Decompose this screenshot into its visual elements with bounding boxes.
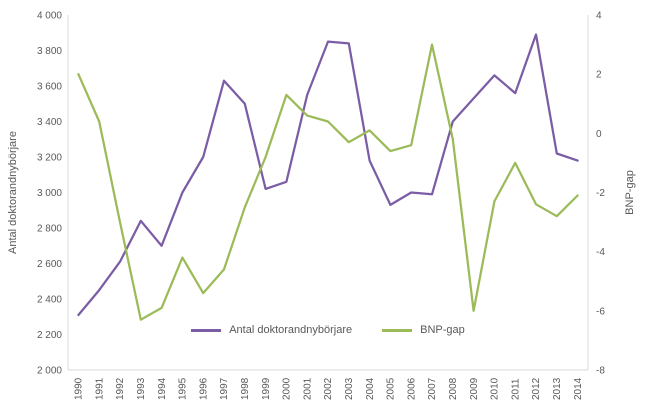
legend-line-swatch-green xyxy=(382,328,413,332)
legend-label: BNP-gap xyxy=(420,324,465,336)
right-axis-tick-label: -4 xyxy=(596,247,605,258)
x-axis-tick-label: 1999 xyxy=(261,377,272,400)
x-axis-tick-label: 2000 xyxy=(282,377,293,400)
x-axis-tick-label: 2002 xyxy=(323,377,334,400)
series-line-doktorandnyborjare xyxy=(77,33,579,317)
left-axis-tick-label: 2 200 xyxy=(37,330,62,341)
x-axis-tick-label: 2001 xyxy=(302,377,313,400)
x-axis-tick-label: 2004 xyxy=(365,377,376,400)
series-line-bnp-gap xyxy=(77,43,579,321)
x-axis-tick-label: 1990 xyxy=(74,377,85,400)
x-axis-tick-label: 2003 xyxy=(344,377,355,400)
x-axis-tick-label: 1994 xyxy=(157,377,168,400)
left-axis-tick-label: 2 600 xyxy=(37,259,62,270)
x-axis-tick-label: 1993 xyxy=(136,377,147,400)
right-axis-tick-label: 0 xyxy=(596,129,602,140)
left-axis-title: Antal doktorandnybörjare xyxy=(7,131,19,254)
x-axis-tick-label: 1996 xyxy=(198,377,209,400)
x-axis-tick-label: 2011 xyxy=(510,378,521,400)
left-axis-tick-label: 3 200 xyxy=(37,153,62,164)
x-axis-tick-label: 1995 xyxy=(178,377,189,400)
x-axis-tick-label: 2006 xyxy=(406,377,417,400)
legend: Antal doktorandnybörjare BNP-gap xyxy=(68,324,588,336)
right-axis-tick-label: -2 xyxy=(596,188,605,199)
x-axis-tick-label: 2007 xyxy=(427,377,438,400)
left-axis-tick-label: 2 800 xyxy=(37,224,62,235)
x-axis-tick-label: 2010 xyxy=(490,377,501,400)
right-axis-tick-label: 4 xyxy=(596,11,602,22)
legend-item-bnp-gap: BNP-gap xyxy=(382,324,465,336)
x-axis-tick-label: 2005 xyxy=(386,377,397,400)
left-axis-tick-label: 4 000 xyxy=(37,11,62,22)
right-axis-tick-label: -6 xyxy=(596,306,605,317)
right-axis-title: BNP-gap xyxy=(624,170,636,215)
plot-area: 4 000 3 800 3 600 3 400 3 200 3 000 2 800 2 600… xyxy=(37,11,605,401)
x-axis-tick-label: 1997 xyxy=(219,377,230,400)
left-axis-tick-label: 3 400 xyxy=(37,117,62,128)
x-axis-tick-label: 1998 xyxy=(240,377,251,400)
legend-item-doktorandnyborjare: Antal doktorandnybörjare xyxy=(191,324,352,336)
x-axis-tick-label: 2014 xyxy=(573,377,584,400)
right-axis-tick-label: -8 xyxy=(596,366,605,377)
x-axis-tick-label: 2012 xyxy=(531,377,542,400)
x-axis-tick-label: 2009 xyxy=(469,377,480,400)
x-axis-tick-label: 1991 xyxy=(94,377,105,400)
left-axis-tick-label: 3 800 xyxy=(37,46,62,57)
x-axis-tick-label: 1992 xyxy=(115,377,126,400)
legend-label: Antal doktorandnybörjare xyxy=(229,324,353,336)
right-axis-tick-label: 2 xyxy=(596,70,602,81)
x-axis-tick-label: 2013 xyxy=(552,377,563,400)
x-axis-tick-label: 2008 xyxy=(448,377,459,400)
left-axis-tick-label: 2 400 xyxy=(37,295,62,306)
left-axis-tick-label: 3 000 xyxy=(37,188,62,199)
left-axis-tick-label: 3 600 xyxy=(37,82,62,93)
legend-line-swatch-purple xyxy=(191,328,222,332)
left-axis-tick-label: 2 000 xyxy=(37,366,62,377)
